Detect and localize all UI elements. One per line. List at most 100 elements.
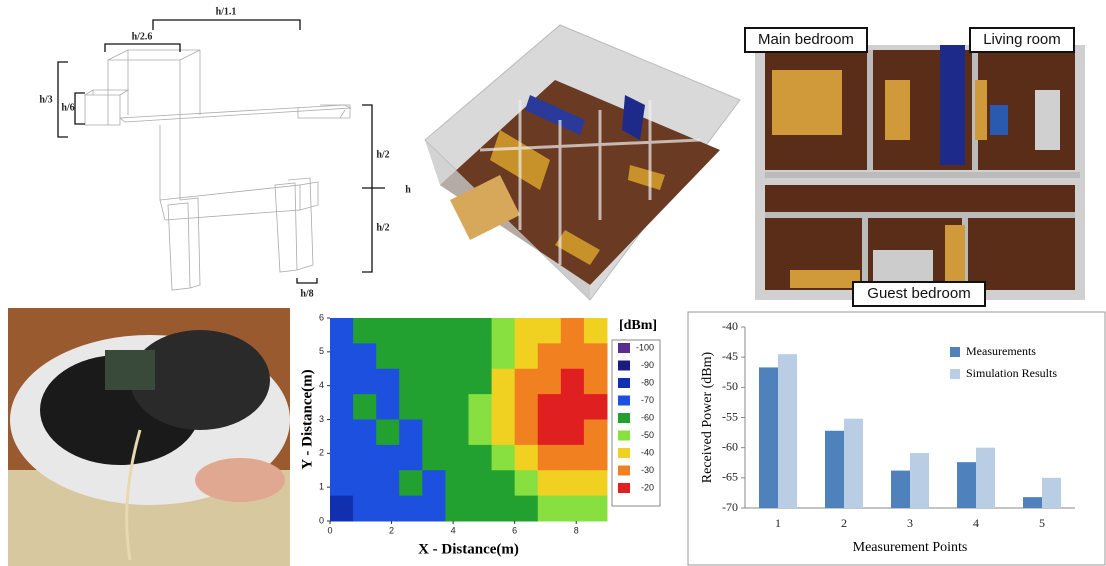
heat-cell <box>399 420 423 446</box>
heat-cell <box>422 318 446 344</box>
legend-swatch <box>618 466 630 476</box>
y-tick-label: 1 <box>319 482 324 492</box>
heat-cell <box>445 394 469 420</box>
bar <box>778 354 797 508</box>
heat-cell <box>561 343 585 369</box>
legend-swatch <box>950 347 960 357</box>
bar <box>844 419 863 508</box>
y-tick-label: -55 <box>722 409 738 423</box>
heat-cell <box>445 470 469 496</box>
x-tick-label: 2 <box>841 516 847 530</box>
y-tick-label: 6 <box>319 312 324 322</box>
y-tick-label: 5 <box>319 346 324 356</box>
y-tick-label: -65 <box>722 470 738 484</box>
y-tick-label: 2 <box>319 448 324 458</box>
heat-cell <box>445 496 469 522</box>
heat-cell <box>515 496 539 522</box>
heat-cell <box>353 496 377 522</box>
legend-swatch <box>618 483 630 493</box>
heat-cell <box>584 343 608 369</box>
heat-cell <box>399 394 423 420</box>
heat-cell <box>399 343 423 369</box>
heat-cell <box>376 343 400 369</box>
y-axis-label: Received Power (dBm) <box>700 351 715 483</box>
x-tick-label: 5 <box>1039 516 1045 530</box>
heat-cell <box>469 445 493 471</box>
heat-cell <box>469 318 493 344</box>
heat-cell <box>561 318 585 344</box>
heat-cell <box>330 470 354 496</box>
legend-swatch <box>950 369 960 379</box>
heat-cell <box>584 318 608 344</box>
room-label: Main bedroom <box>758 31 854 48</box>
x-tick-label: 6 <box>512 525 517 535</box>
y-tick-label: -70 <box>722 500 738 514</box>
legend-label: -40 <box>641 447 654 457</box>
heat-cell <box>538 394 562 420</box>
heat-cell <box>422 343 446 369</box>
y-tick-label: 0 <box>319 515 324 525</box>
dimension-label: h/2 <box>376 222 389 233</box>
heat-cell <box>469 394 493 420</box>
y-tick-label: -50 <box>722 379 738 393</box>
heat-cell <box>376 318 400 344</box>
heat-cell <box>399 470 423 496</box>
heat-cell <box>422 496 446 522</box>
heat-cell <box>330 318 354 344</box>
dimension-label: h/3 <box>39 94 52 105</box>
bar <box>825 431 844 508</box>
legend-label: -50 <box>641 430 654 440</box>
heat-cell <box>538 445 562 471</box>
heat-cell <box>492 343 516 369</box>
heat-cell <box>538 420 562 446</box>
heat-cell <box>561 496 585 522</box>
legend-swatch <box>618 396 630 406</box>
heat-cell <box>399 369 423 395</box>
figure: h/1.1 h/2.6 h/3 h/6 h/2 h/2 h h/8 <box>0 0 1106 566</box>
dimension-label: h <box>405 184 411 195</box>
heat-cell <box>330 420 354 446</box>
heat-cell <box>376 394 400 420</box>
heat-cell <box>469 369 493 395</box>
legend-label: -20 <box>641 482 654 492</box>
heat-cell <box>422 394 446 420</box>
heat-cell <box>469 470 493 496</box>
heat-cell <box>469 420 493 446</box>
dimension-label: h/2.6 <box>132 31 153 42</box>
heat-cell <box>330 343 354 369</box>
heat-cell <box>584 420 608 446</box>
heat-cell <box>330 369 354 395</box>
x-tick-label: 4 <box>973 516 979 530</box>
heat-cell <box>445 369 469 395</box>
bar <box>1042 478 1061 508</box>
heat-cell <box>584 445 608 471</box>
heat-cell <box>399 496 423 522</box>
heat-cell <box>561 369 585 395</box>
heat-cell <box>445 343 469 369</box>
legend-label: -90 <box>641 360 654 370</box>
x-axis-label: X - Distance(m) <box>418 541 519 557</box>
heat-cell <box>492 318 516 344</box>
heat-cell <box>353 420 377 446</box>
heat-cell <box>492 420 516 446</box>
heat-cell <box>515 470 539 496</box>
legend-title: [dBm] <box>619 318 657 333</box>
heat-cell <box>538 470 562 496</box>
legend-label: -70 <box>641 395 654 405</box>
bar <box>891 471 910 508</box>
legend-label: -30 <box>641 465 654 475</box>
x-tick-label: 4 <box>451 525 456 535</box>
legend-swatch <box>618 361 630 371</box>
dimension-label: h/2 <box>376 149 389 160</box>
legend-swatch <box>618 413 630 423</box>
heat-cell <box>376 420 400 446</box>
bar <box>976 448 995 508</box>
legend-label: Simulation Results <box>966 366 1057 380</box>
x-tick-label: 0 <box>327 525 332 535</box>
legend-label: -60 <box>641 412 654 422</box>
y-tick-label: 4 <box>319 380 324 390</box>
heat-cell <box>584 394 608 420</box>
legend-swatch <box>618 431 630 441</box>
heat-cell <box>515 318 539 344</box>
legend-label: -100 <box>636 342 654 352</box>
